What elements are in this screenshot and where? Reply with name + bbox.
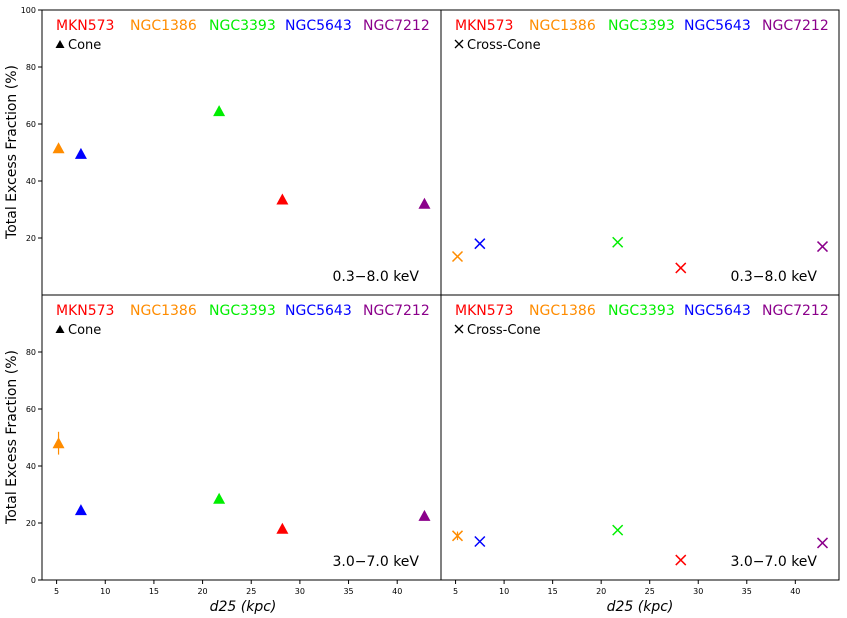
y-tick-label: 40 bbox=[26, 177, 36, 186]
point-ngc1386 bbox=[451, 250, 464, 263]
point-mkn573 bbox=[276, 522, 289, 534]
point-ngc5643 bbox=[74, 147, 87, 159]
marker-legend-label: Cone bbox=[68, 323, 101, 338]
y-axis-label-bottom: Total Excess Fraction (%) bbox=[4, 350, 20, 525]
x-tick-label: 5 bbox=[453, 587, 458, 596]
point-ngc7212 bbox=[418, 509, 431, 521]
x-tick-label: 10 bbox=[499, 587, 509, 596]
x-tick-label: 25 bbox=[246, 587, 256, 596]
legend-ngc1386: NGC1386 bbox=[130, 18, 197, 34]
panel-top-left: 20 40 60 80 100 MKN573 NGC1386 NGC3393 NGC5643 NG… bbox=[21, 6, 442, 296]
point-ngc7212 bbox=[816, 241, 829, 253]
x-tick-label: 15 bbox=[149, 587, 159, 596]
y-tick-label: 80 bbox=[26, 348, 36, 357]
legend-ngc3393: NGC3393 bbox=[209, 303, 276, 319]
point-ngc1386 bbox=[52, 437, 65, 449]
triangle-icon bbox=[55, 325, 65, 333]
point-ngc5643 bbox=[474, 238, 486, 250]
y-tick-label: 40 bbox=[26, 462, 36, 471]
point-ngc7212 bbox=[418, 197, 431, 209]
legend-ngc7212: NGC7212 bbox=[363, 303, 430, 319]
panel-bottom-left: 0 20 40 60 80 5 10 15 20 25 30 35 40 MKN573 NGC1386 NGC… bbox=[26, 294, 442, 596]
y-tick-label: 0 bbox=[31, 576, 36, 585]
legend-ngc7212: NGC7212 bbox=[762, 18, 829, 34]
legend-ngc3393: NGC3393 bbox=[608, 303, 675, 319]
legend-ngc1386: NGC1386 bbox=[130, 303, 197, 319]
x-axis-label-right: d25 (kpc) bbox=[607, 599, 674, 615]
x-tick-label: 40 bbox=[392, 587, 402, 596]
legend-ngc1386: NGC1386 bbox=[529, 18, 596, 34]
y-tick-label: 60 bbox=[26, 120, 36, 129]
marker-legend-label: Cone bbox=[68, 38, 101, 53]
marker-legend-label: Cross-Cone bbox=[467, 323, 541, 338]
point-ngc1386 bbox=[52, 142, 65, 154]
y-tick-label: 80 bbox=[26, 63, 36, 72]
legend-ngc1386: NGC1386 bbox=[529, 303, 596, 319]
energy-band-label: 0.3−8.0 keV bbox=[730, 269, 817, 285]
energy-band-label: 3.0−7.0 keV bbox=[730, 554, 817, 570]
legend-ngc5643: NGC5643 bbox=[684, 18, 751, 34]
x-tick-label: 35 bbox=[742, 587, 752, 596]
legend-ngc5643: NGC5643 bbox=[285, 303, 352, 319]
point-ngc3393 bbox=[612, 524, 624, 536]
x-tick-label: 25 bbox=[645, 587, 655, 596]
point-mkn573 bbox=[675, 554, 687, 566]
legend-ngc5643: NGC5643 bbox=[684, 303, 751, 319]
cross-icon bbox=[454, 324, 464, 334]
x-tick-label: 20 bbox=[197, 587, 207, 596]
cross-icon bbox=[454, 39, 464, 49]
point-ngc3393 bbox=[213, 105, 226, 117]
y-tick-label: 20 bbox=[26, 519, 36, 528]
legend-mkn573: MKN573 bbox=[56, 18, 114, 34]
x-tick-label: 15 bbox=[548, 587, 558, 596]
legend-ngc5643: NGC5643 bbox=[285, 18, 352, 34]
legend-ngc3393: NGC3393 bbox=[608, 18, 675, 34]
x-axis-label-left: d25 (kpc) bbox=[210, 599, 277, 615]
point-mkn573 bbox=[276, 193, 289, 205]
y-axis-label-top: Total Excess Fraction (%) bbox=[4, 65, 20, 240]
triangle-icon bbox=[55, 40, 65, 48]
legend-mkn573: MKN573 bbox=[455, 18, 513, 34]
point-ngc3393 bbox=[612, 236, 624, 248]
legend-ngc3393: NGC3393 bbox=[209, 18, 276, 34]
x-tick-label: 40 bbox=[790, 587, 800, 596]
point-ngc5643 bbox=[74, 504, 87, 516]
legend-mkn573: MKN573 bbox=[56, 303, 114, 319]
x-tick-label: 20 bbox=[596, 587, 606, 596]
point-ngc5643 bbox=[474, 535, 486, 548]
legend-ngc7212: NGC7212 bbox=[762, 303, 829, 319]
x-tick-label: 35 bbox=[343, 587, 353, 596]
panel-frame bbox=[440, 294, 840, 581]
energy-band-label: 3.0−7.0 keV bbox=[332, 554, 419, 570]
panel-bottom-right: 5 10 15 20 25 30 35 40 MKN573 NGC1386 NGC3393 NGC56… bbox=[440, 294, 840, 596]
point-ngc7212 bbox=[816, 537, 829, 549]
y-tick-label: 100 bbox=[21, 6, 36, 15]
point-ngc3393 bbox=[213, 492, 226, 504]
y-tick-label: 60 bbox=[26, 405, 36, 414]
legend-mkn573: MKN573 bbox=[455, 303, 513, 319]
x-tick-label: 30 bbox=[295, 587, 305, 596]
panel-frame bbox=[41, 294, 442, 581]
marker-legend-label: Cross-Cone bbox=[467, 38, 541, 53]
x-tick-label: 5 bbox=[54, 587, 59, 596]
y-tick-label: 20 bbox=[26, 234, 36, 243]
panel-top-right: MKN573 NGC1386 NGC3393 NGC5643 NGC7212 Cross-… bbox=[440, 9, 840, 296]
point-mkn573 bbox=[675, 262, 687, 274]
x-tick-label: 10 bbox=[100, 587, 110, 596]
x-tick-label: 30 bbox=[693, 587, 703, 596]
legend-ngc7212: NGC7212 bbox=[363, 18, 430, 34]
point-ngc1386 bbox=[451, 530, 464, 542]
energy-band-label: 0.3−8.0 keV bbox=[332, 269, 419, 285]
panel-frame bbox=[41, 9, 442, 296]
